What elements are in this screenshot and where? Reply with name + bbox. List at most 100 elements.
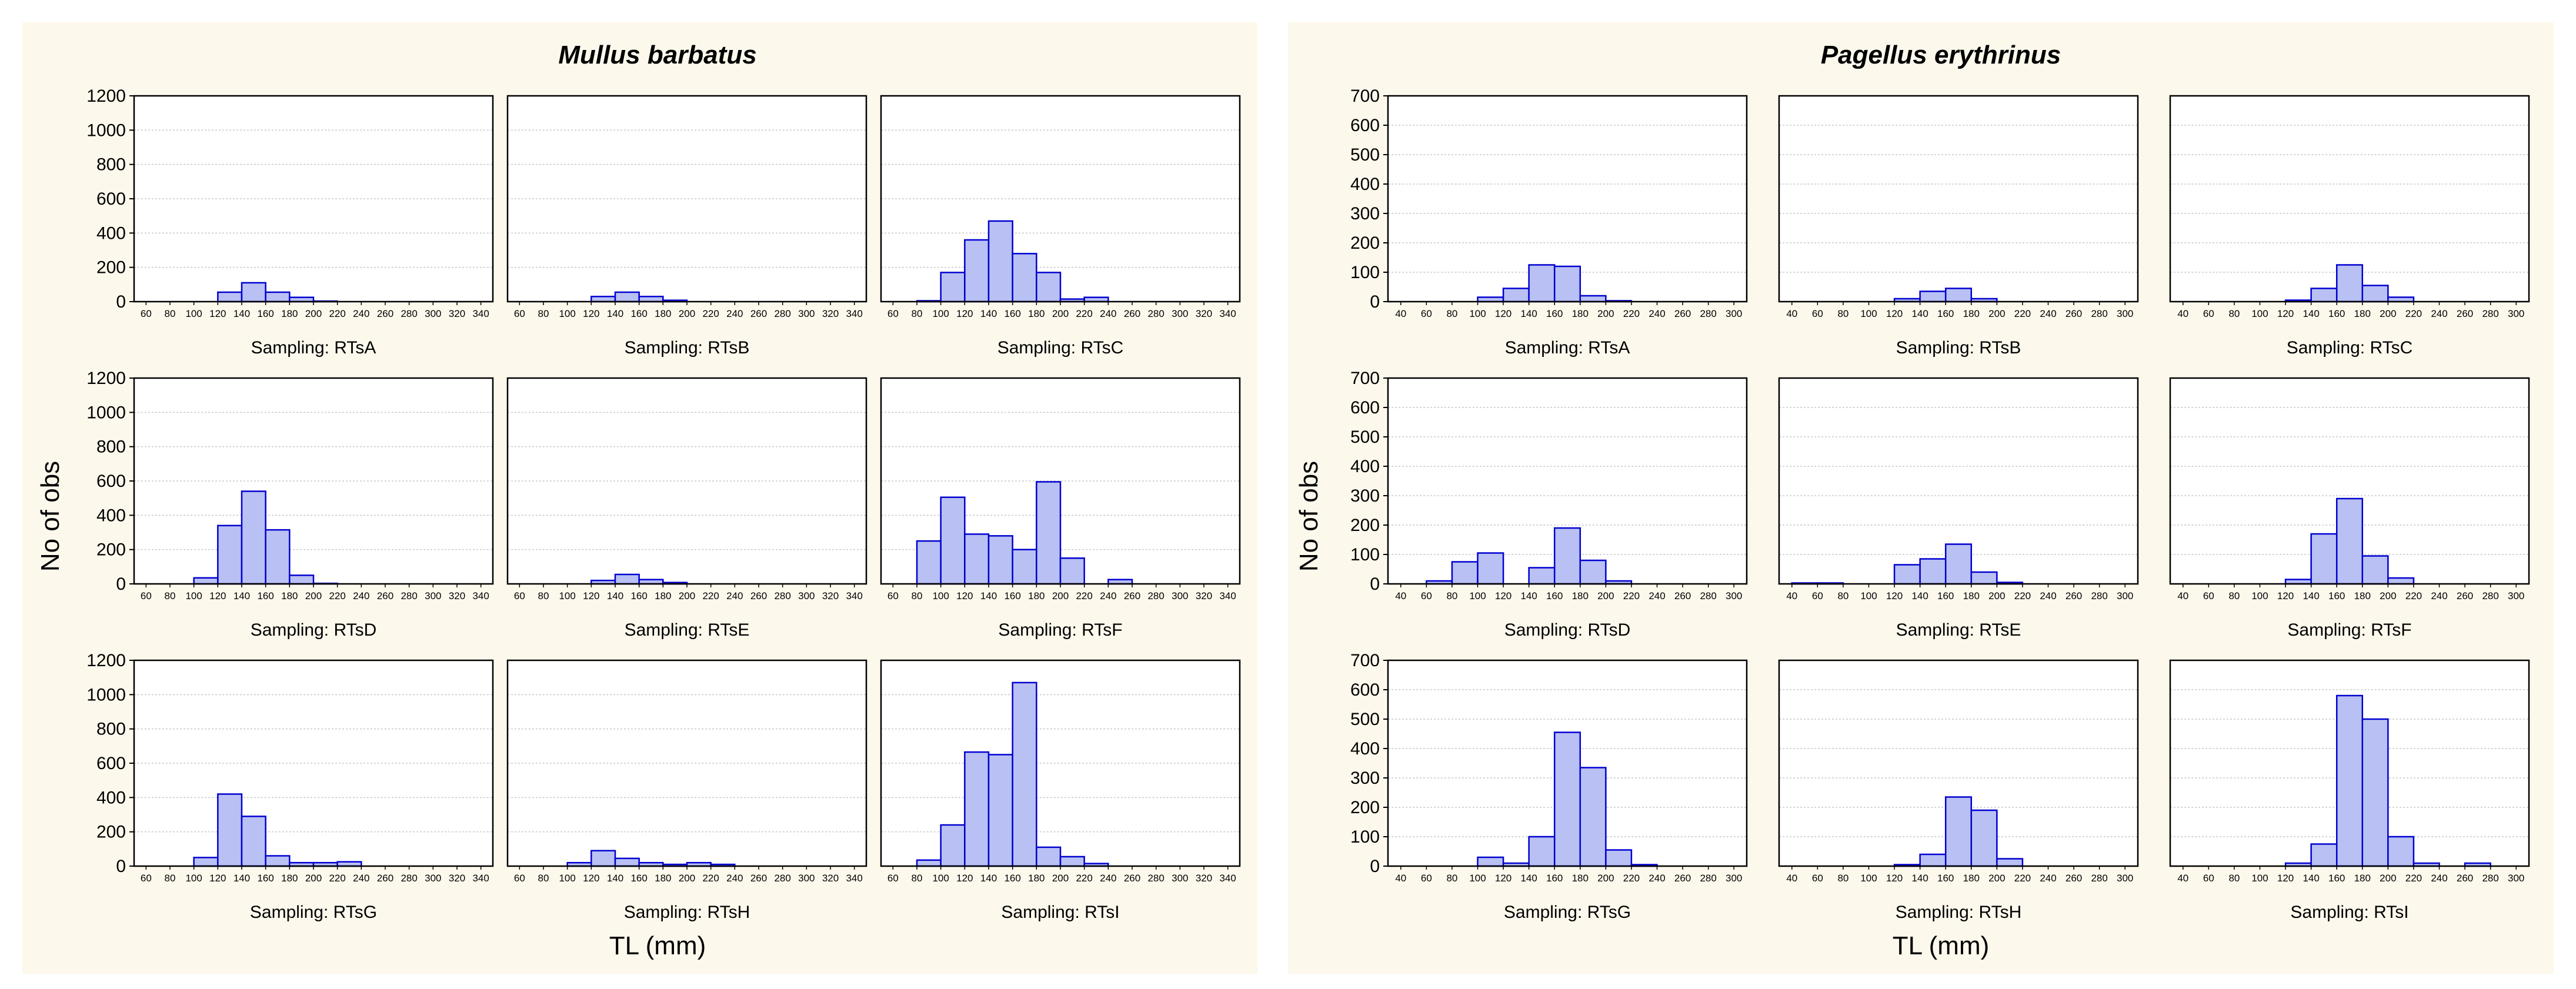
histogram-bar <box>1036 272 1062 303</box>
x-tick-label: 160 <box>1546 590 1563 602</box>
subplot-label: Sampling: RTsE <box>1896 620 2021 640</box>
x-tick-label: 280 <box>1147 308 1164 319</box>
x-tick-label: 120 <box>956 590 973 602</box>
x-tick-label: 120 <box>2277 873 2294 884</box>
x-tick-label: 260 <box>1674 308 1691 319</box>
y-tick-label: 600 <box>1350 398 1380 417</box>
x-tick-label: 160 <box>2328 590 2345 602</box>
x-tick-label: 340 <box>472 308 489 319</box>
x-tick-label: 140 <box>1520 873 1537 884</box>
histogram-bar <box>2310 533 2338 585</box>
y-tick-label: 700 <box>1350 651 1380 670</box>
plot-area <box>508 378 866 584</box>
histogram-bar <box>940 496 966 585</box>
x-tick-label: 200 <box>1988 873 2005 884</box>
histogram-bar <box>241 816 266 867</box>
plot-area <box>134 660 493 866</box>
histogram-bar <box>1970 809 1998 867</box>
x-tick-label: 240 <box>1649 873 1665 884</box>
x-tick-label: 60 <box>514 873 525 884</box>
x-tick-label: 220 <box>702 873 719 884</box>
x-tick-label: 300 <box>1172 308 1188 319</box>
histogram-bar <box>2361 555 2389 585</box>
x-tick-label: 100 <box>559 873 575 884</box>
x-tick-label: 60 <box>514 308 525 319</box>
x-tick-label: 280 <box>2482 308 2498 319</box>
x-tick-label: 340 <box>1219 590 1236 602</box>
x-tick-label: 40 <box>1395 308 1406 319</box>
x-tick-label: 80 <box>912 873 923 884</box>
histogram-bar <box>614 857 640 867</box>
histogram-bar <box>2310 288 2338 303</box>
x-tick-label: 180 <box>1028 873 1045 884</box>
x-tick-label: 280 <box>1700 873 1716 884</box>
histogram-bar <box>1944 288 1973 303</box>
histogram-bar <box>964 533 990 585</box>
x-tick-label: 60 <box>2203 590 2214 602</box>
x-tick-label: 120 <box>1495 308 1511 319</box>
x-tick-label: 160 <box>1546 873 1563 884</box>
x-tick-label: 200 <box>2380 308 2396 319</box>
x-tick-label: 260 <box>2457 308 2473 319</box>
pagellus-species-title: Pagellus erythrinus <box>1821 41 2061 69</box>
histogram-bar <box>265 291 291 303</box>
x-tick-label: 320 <box>449 590 465 602</box>
subplot-label: Sampling: RTsE <box>625 620 750 640</box>
pagellus-subplot-4: 0 100 200 300 400 500 600 700 40 60 80 100 120 140 160… <box>1350 369 1748 640</box>
x-tick-label: 80 <box>1837 873 1848 884</box>
plot-frame <box>1778 95 2139 303</box>
x-tick-label: 140 <box>980 308 997 319</box>
x-tick-label: 300 <box>798 873 815 884</box>
mullus-subplot-8: 60 80 100 120 140 160 180 200 220 240 260 280 300 320… <box>506 659 867 922</box>
y-tick-label: 500 <box>1350 427 1380 447</box>
plot-frame <box>1387 659 1748 867</box>
mullus-subplot-7: 0 200 400 600 800 1000 1200 60 80 100 120 140 160 180… <box>86 651 494 922</box>
histogram-bar <box>1970 571 1998 585</box>
y-tick-label: 0 <box>1370 292 1380 312</box>
y-tick-label: 600 <box>1350 680 1380 700</box>
subplot-label: Sampling: RTsI <box>1001 903 1119 922</box>
x-tick-label: 60 <box>2203 308 2214 319</box>
x-tick-label: 280 <box>2482 873 2498 884</box>
x-tick-label: 140 <box>607 590 623 602</box>
x-tick-label: 340 <box>846 590 862 602</box>
histogram-bar <box>1012 253 1037 303</box>
y-tick-label: 1000 <box>86 121 126 140</box>
plot-area <box>134 96 493 302</box>
x-tick-label: 80 <box>1837 590 1848 602</box>
histogram-bar <box>1919 853 1947 867</box>
plot-area <box>508 96 866 302</box>
histogram-bar <box>1059 856 1085 867</box>
y-tick-label: 0 <box>116 292 126 312</box>
subplot-label: Sampling: RTsD <box>251 620 377 640</box>
x-tick-label: 60 <box>887 873 899 884</box>
x-tick-label: 280 <box>2091 590 2107 602</box>
x-tick-label: 260 <box>1124 873 1140 884</box>
x-tick-label: 240 <box>726 308 743 319</box>
pagellus-subplot-3: 40 60 80 100 120 140 160 180 200 220 240 260 280 300 S… <box>2169 95 2530 357</box>
x-tick-label: 180 <box>655 873 671 884</box>
x-tick-label: 220 <box>1623 873 1640 884</box>
histogram-bar <box>1036 846 1062 867</box>
x-tick-label: 220 <box>702 308 719 319</box>
histogram-bar <box>1012 681 1037 867</box>
x-tick-label: 300 <box>425 590 441 602</box>
x-tick-label: 100 <box>1469 590 1486 602</box>
x-tick-label: 200 <box>1052 590 1069 602</box>
histogram-bar <box>2335 694 2364 867</box>
histogram-bar <box>217 793 243 867</box>
x-tick-label: 240 <box>2431 590 2447 602</box>
mullus-barbatus-chart: Mullus barbatus No of obs TL (mm) 0 200 400 60… <box>36 41 1241 960</box>
x-tick-label: 120 <box>956 308 973 319</box>
x-tick-label: 300 <box>1726 873 1742 884</box>
x-tick-label: 220 <box>1076 308 1092 319</box>
histogram-bar <box>1579 559 1607 585</box>
x-tick-label: 100 <box>932 873 949 884</box>
x-tick-label: 60 <box>141 873 152 884</box>
y-tick-label: 800 <box>96 720 126 739</box>
x-tick-label: 320 <box>449 873 465 884</box>
x-tick-label: 140 <box>2303 308 2319 319</box>
x-tick-label: 160 <box>630 590 647 602</box>
mullus-species-title: Mullus barbatus <box>558 41 756 69</box>
x-tick-label: 140 <box>233 308 250 319</box>
